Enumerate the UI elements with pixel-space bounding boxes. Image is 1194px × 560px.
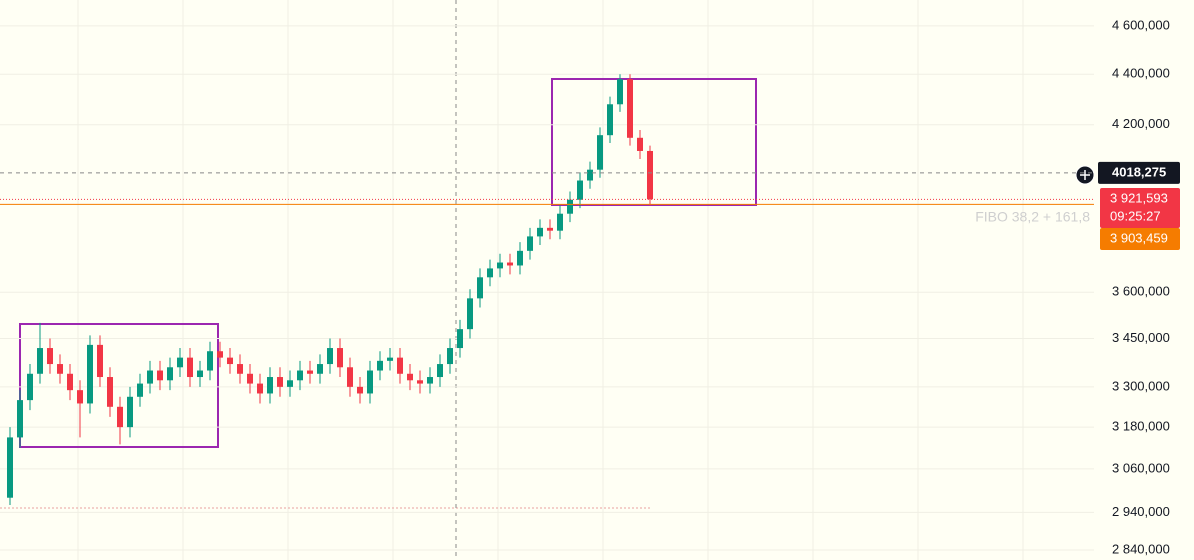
- candle-body: [457, 329, 463, 349]
- candle-body: [317, 364, 323, 374]
- candle-body: [617, 79, 623, 105]
- candle-body: [307, 370, 313, 374]
- price-axis: [1094, 0, 1194, 560]
- candle-body: [427, 377, 433, 384]
- candle-body: [397, 357, 403, 374]
- candle-body: [387, 357, 393, 361]
- candle-body: [187, 357, 193, 378]
- candle-body: [327, 348, 333, 365]
- candle-body: [357, 386, 363, 394]
- candle-body: [247, 373, 253, 384]
- candle-body: [557, 213, 563, 231]
- candle-body: [607, 104, 613, 136]
- y-tick-label: 3 060,000: [1112, 460, 1170, 475]
- candle-body: [57, 364, 63, 374]
- crosshair-tag-label: 4018,275: [1112, 164, 1166, 179]
- candle-body: [207, 351, 213, 371]
- candle-body: [87, 344, 93, 404]
- candle-body: [177, 357, 183, 368]
- candle-body: [497, 262, 503, 269]
- candle-body: [267, 377, 273, 394]
- candle-body: [27, 373, 33, 401]
- candle-body: [127, 396, 133, 428]
- candle-body: [167, 367, 173, 381]
- vertical-grid: [77, 0, 1024, 560]
- candle-body: [7, 437, 13, 498]
- candle-body: [377, 360, 383, 371]
- last-price-tag: [1100, 188, 1180, 228]
- plus-icon: [1080, 170, 1090, 180]
- candle-body: [597, 135, 603, 170]
- candle-body: [107, 377, 113, 407]
- candle-body: [147, 370, 153, 384]
- candle-body: [587, 169, 593, 181]
- range-box: [551, 78, 757, 206]
- candle-body: [627, 79, 633, 138]
- range-box: [19, 323, 219, 448]
- y-tick-label: 2 940,000: [1112, 504, 1170, 519]
- candle-body: [97, 344, 103, 378]
- y-tick-label: 3 450,000: [1112, 330, 1170, 345]
- fibo-tag-label: 3 903,459: [1110, 230, 1168, 245]
- candle-body: [297, 370, 303, 381]
- y-tick-label: 4 400,000: [1112, 66, 1170, 81]
- candle-body: [437, 364, 443, 378]
- candle-body: [337, 348, 343, 368]
- candle-body: [347, 367, 353, 387]
- candle-body: [517, 250, 523, 266]
- fibo-tag: [1100, 228, 1180, 250]
- candle-body: [507, 262, 513, 266]
- candle-body: [67, 373, 73, 391]
- candle-body: [637, 137, 643, 151]
- crosshair-tag: [1098, 161, 1180, 184]
- candle-body: [467, 298, 473, 330]
- candle-body: [47, 348, 53, 365]
- candle-body: [217, 351, 223, 358]
- candle-body: [547, 227, 553, 231]
- candle-body: [447, 348, 453, 365]
- candle-body: [197, 370, 203, 378]
- candle-body: [287, 380, 293, 387]
- y-tick-label: 3 600,000: [1112, 284, 1170, 299]
- candle-body: [117, 406, 123, 428]
- candle-body: [17, 400, 23, 438]
- candle-body: [157, 370, 163, 381]
- candle-body: [417, 380, 423, 384]
- candle-body: [407, 373, 413, 381]
- candle-body: [567, 199, 573, 214]
- candle-body: [277, 377, 283, 387]
- y-tick-label: 4 200,000: [1112, 116, 1170, 131]
- candle-body: [577, 180, 583, 200]
- candle-body: [77, 390, 83, 404]
- y-tick-label: 2 840,000: [1112, 541, 1170, 556]
- candle-body: [227, 357, 233, 365]
- candle-body: [367, 370, 373, 394]
- last-price-label: 3 921,593: [1110, 190, 1168, 205]
- countdown: 09:25:27: [1110, 208, 1161, 223]
- candle-body: [237, 364, 243, 374]
- candle-body: [37, 348, 43, 374]
- candle-body: [137, 383, 143, 397]
- candle-body: [527, 236, 533, 251]
- candle-body: [487, 268, 493, 278]
- y-tick-label: 3 300,000: [1112, 378, 1170, 393]
- y-tick-label: 4 600,000: [1112, 17, 1170, 32]
- candle-body: [477, 277, 483, 299]
- candle-body: [257, 383, 263, 394]
- fibo-label: FIBO 38,2 + 161,8: [975, 209, 1090, 225]
- candle-body: [537, 227, 543, 237]
- y-tick-label: 3 180,000: [1112, 419, 1170, 434]
- candle-body: [647, 150, 653, 200]
